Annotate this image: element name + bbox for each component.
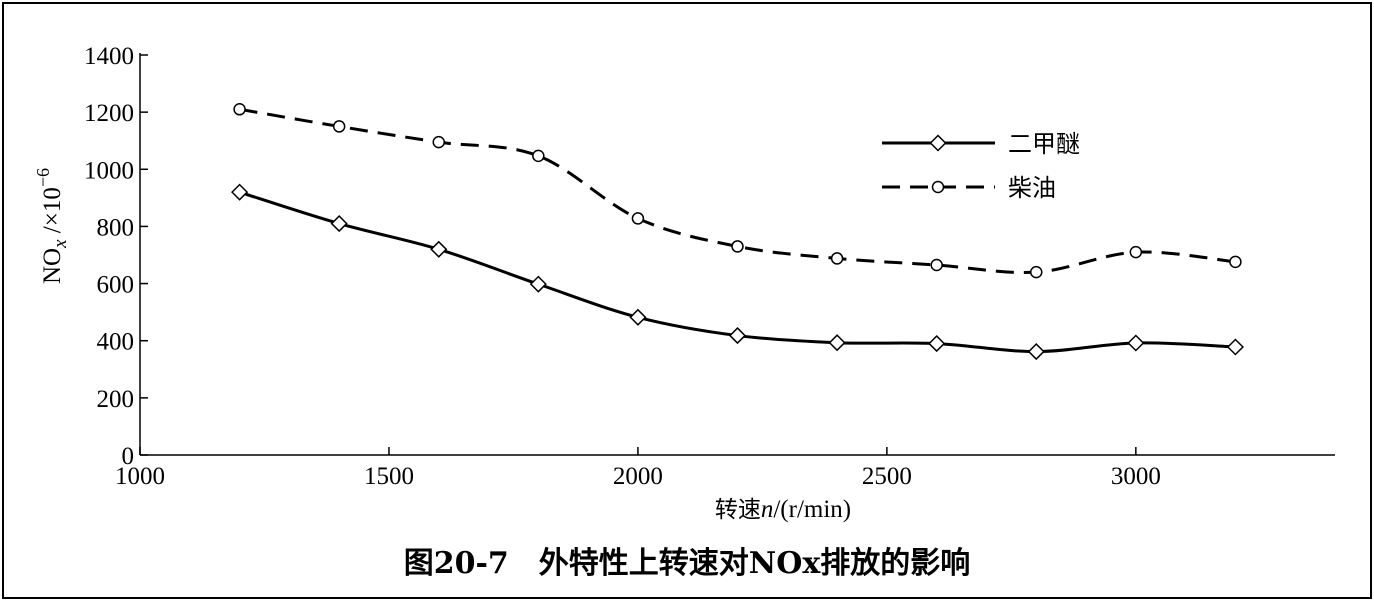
data-point-diamond	[629, 308, 647, 326]
legend-label: 柴油	[1008, 174, 1056, 202]
axes	[139, 53, 1335, 456]
data-point-diamond	[728, 327, 747, 345]
data-point-diamond	[1127, 334, 1145, 352]
legend-item: 柴油	[882, 174, 1056, 202]
data-point-diamond	[231, 183, 249, 201]
data-point-circle	[532, 149, 545, 163]
legend-marker	[929, 134, 947, 152]
y-axis-ticks: 0 200 400 600 800 1000 1200 1400	[84, 43, 148, 470]
y-tick-label: 400	[97, 329, 135, 356]
data-point-circle	[731, 240, 744, 253]
figure-caption: 图20-7 外特性上转速对NOx排放的影响	[403, 546, 971, 581]
y-tick-label: 200	[97, 386, 135, 413]
legend-marker	[931, 180, 945, 194]
y-axis-label: NOx /×10−6	[33, 168, 71, 284]
x-axis-ticks: 1000 1500 2000 2500 3000	[115, 447, 1161, 490]
legend-label: 二甲醚	[1008, 130, 1080, 158]
y-tick-label: 1000	[84, 157, 134, 184]
x-tick-label: 2500	[862, 463, 912, 490]
data-point-diamond	[1027, 343, 1045, 361]
data-point-diamond	[529, 275, 547, 293]
series-group	[231, 103, 1244, 361]
data-point-circle	[1129, 245, 1143, 259]
x-axis-label: 转速n/(r/min)	[715, 496, 851, 523]
series-line	[239, 107, 1236, 275]
y-tick-label: 1400	[84, 43, 134, 70]
x-tick-label: 1000	[115, 463, 165, 490]
data-point-circle	[930, 258, 943, 272]
data-point-circle	[432, 135, 445, 149]
y-tick-label: 0	[122, 443, 135, 470]
data-point-circle	[233, 103, 246, 116]
series-1	[231, 183, 1244, 361]
legend-item: 二甲醚	[882, 130, 1080, 158]
x-tick-label: 1500	[364, 463, 414, 490]
data-point-circle	[1229, 255, 1242, 269]
data-point-circle	[332, 120, 346, 133]
data-point-circle	[1030, 265, 1043, 279]
y-tick-label: 600	[97, 272, 135, 299]
y-tick-label: 1200	[84, 100, 134, 127]
x-tick-label: 3000	[1111, 463, 1161, 490]
data-point-circle	[830, 252, 844, 265]
x-tick-label: 2000	[613, 463, 663, 490]
data-point-circle	[631, 212, 645, 225]
data-point-diamond	[430, 240, 448, 258]
data-point-diamond	[330, 215, 348, 233]
data-point-diamond	[828, 334, 846, 352]
data-point-diamond	[928, 335, 946, 353]
data-point-diamond	[1226, 338, 1244, 356]
series-2	[233, 103, 1242, 279]
y-tick-label: 800	[97, 214, 135, 241]
